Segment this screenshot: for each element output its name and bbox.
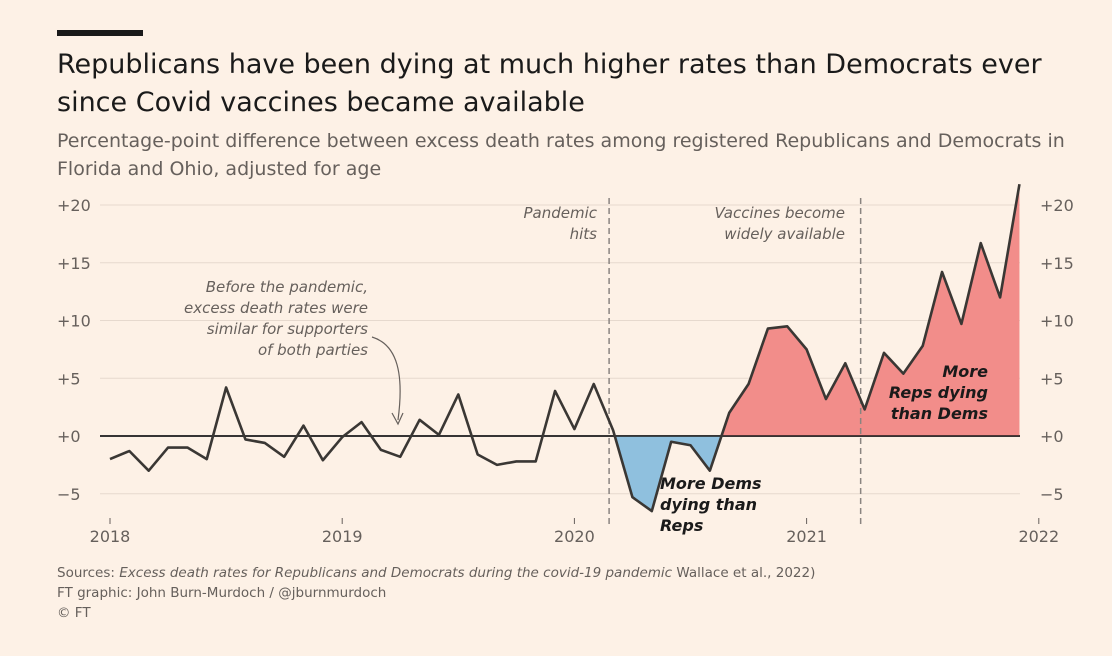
annotation-arrow	[371, 336, 401, 421]
title-accent-bar	[57, 30, 143, 36]
series-path	[109, 183, 1021, 513]
y-tick-right-10: +10	[1040, 312, 1074, 331]
negative-area-0	[614, 436, 722, 512]
y-tick-left-15: +15	[57, 254, 91, 273]
area-fills	[100, 184, 1020, 512]
sources-prefix: Sources:	[57, 565, 120, 581]
y-tick-left-0: +0	[57, 427, 81, 446]
footer-sources: Sources: Excess death rates for Republic…	[57, 564, 815, 583]
x-tick-2019: 2019	[322, 527, 363, 546]
y-tick-right-20: +20	[1040, 196, 1074, 215]
y-axis-ticks: −5 −5 +0 +0 +5 +5 +10 +10 +15 +15 +20 +20	[57, 196, 1074, 504]
chart-title: Republicans have been dying at much high…	[57, 49, 1042, 118]
footer-credit: FT graphic: John Burn-Murdoch / @jburnmu…	[57, 585, 387, 601]
x-tick-2018: 2018	[90, 527, 131, 546]
y-tick-left-20: +20	[57, 196, 91, 215]
pandemic-label: Pandemic hits	[523, 204, 597, 243]
sources-title: Excess death rates for Republicans and D…	[119, 565, 673, 581]
event-lines	[608, 198, 862, 525]
annotations: Pandemic hits Vaccines become widely availa…	[184, 204, 988, 535]
y-tick-left-10: +10	[57, 312, 91, 331]
y-tick-right-5: +5	[1040, 369, 1064, 388]
arrow-head	[391, 412, 404, 426]
y-tick-left--5: −5	[57, 485, 81, 504]
series-line	[109, 183, 1021, 513]
vaccines-label: Vaccines become widely available	[715, 204, 846, 243]
more-dems-label: More Dems dying than Reps	[660, 474, 762, 535]
positive-area-1	[721, 184, 1020, 436]
before-pandemic-label: Before the pandemic, excess death rates w…	[184, 278, 368, 359]
y-tick-right--5: −5	[1040, 485, 1064, 504]
more-reps-label: More Reps dying than Dems	[889, 362, 988, 423]
y-tick-right-0: +0	[1040, 427, 1064, 446]
chart-subtitle: Percentage-point difference between exce…	[57, 130, 1065, 180]
sources-suffix: Wallace et al., 2022)	[672, 565, 816, 581]
x-axis-ticks: 2018 2019 2020 2021 2022	[90, 518, 1059, 546]
footer-copyright: © FT	[57, 605, 91, 621]
x-tick-2021: 2021	[786, 527, 827, 546]
gridlines	[100, 204, 1020, 495]
x-tick-2022: 2022	[1018, 527, 1059, 546]
y-tick-left-5: +5	[57, 369, 81, 388]
x-tick-2020: 2020	[554, 527, 595, 546]
y-tick-right-15: +15	[1040, 254, 1074, 273]
